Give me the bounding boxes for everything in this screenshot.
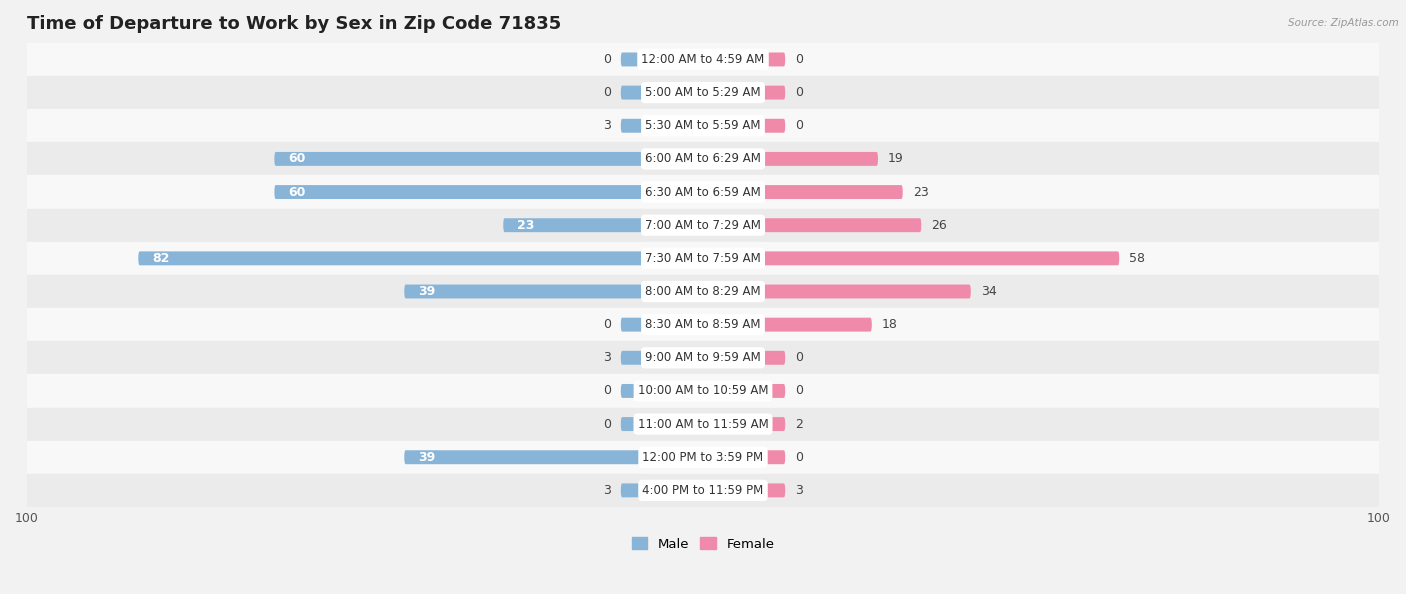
Bar	[27, 242, 1379, 275]
Bar	[27, 275, 1379, 308]
FancyBboxPatch shape	[761, 218, 921, 232]
Text: Time of Departure to Work by Sex in Zip Code 71835: Time of Departure to Work by Sex in Zip …	[27, 15, 561, 33]
FancyBboxPatch shape	[503, 218, 645, 232]
Text: 0: 0	[603, 384, 610, 397]
FancyBboxPatch shape	[761, 185, 903, 199]
Bar	[27, 109, 1379, 143]
Legend: Male, Female: Male, Female	[626, 532, 780, 556]
Text: 11:00 AM to 11:59 AM: 11:00 AM to 11:59 AM	[638, 418, 768, 431]
FancyBboxPatch shape	[405, 285, 645, 298]
FancyBboxPatch shape	[274, 185, 645, 199]
Text: 3: 3	[603, 119, 610, 132]
Bar	[27, 374, 1379, 407]
Text: 6:00 AM to 6:29 AM: 6:00 AM to 6:29 AM	[645, 153, 761, 165]
FancyBboxPatch shape	[138, 251, 645, 266]
Text: 7:30 AM to 7:59 AM: 7:30 AM to 7:59 AM	[645, 252, 761, 265]
Bar	[27, 474, 1379, 507]
Text: 3: 3	[796, 484, 803, 497]
Text: 0: 0	[796, 86, 803, 99]
Bar	[27, 407, 1379, 441]
Text: 58: 58	[1129, 252, 1146, 265]
Text: 7:00 AM to 7:29 AM: 7:00 AM to 7:29 AM	[645, 219, 761, 232]
FancyBboxPatch shape	[761, 417, 785, 431]
FancyBboxPatch shape	[761, 152, 877, 166]
Text: 8:30 AM to 8:59 AM: 8:30 AM to 8:59 AM	[645, 318, 761, 331]
FancyBboxPatch shape	[621, 417, 645, 431]
FancyBboxPatch shape	[761, 285, 970, 298]
Bar	[27, 76, 1379, 109]
Text: 39: 39	[418, 451, 434, 464]
Bar	[27, 341, 1379, 374]
Bar	[27, 441, 1379, 474]
FancyBboxPatch shape	[761, 119, 785, 132]
Text: 12:00 AM to 4:59 AM: 12:00 AM to 4:59 AM	[641, 53, 765, 66]
Bar	[27, 308, 1379, 341]
Text: 60: 60	[288, 153, 305, 165]
FancyBboxPatch shape	[761, 318, 872, 331]
Text: Source: ZipAtlas.com: Source: ZipAtlas.com	[1288, 18, 1399, 28]
Text: 0: 0	[796, 351, 803, 364]
Text: 12:00 PM to 3:59 PM: 12:00 PM to 3:59 PM	[643, 451, 763, 464]
Text: 3: 3	[603, 351, 610, 364]
Text: 4:00 PM to 11:59 PM: 4:00 PM to 11:59 PM	[643, 484, 763, 497]
Text: 0: 0	[796, 119, 803, 132]
Text: 10:00 AM to 10:59 AM: 10:00 AM to 10:59 AM	[638, 384, 768, 397]
Text: 19: 19	[889, 153, 904, 165]
FancyBboxPatch shape	[761, 52, 785, 67]
Text: 0: 0	[603, 418, 610, 431]
Text: 0: 0	[603, 53, 610, 66]
Text: 0: 0	[796, 53, 803, 66]
Text: 5:00 AM to 5:29 AM: 5:00 AM to 5:29 AM	[645, 86, 761, 99]
FancyBboxPatch shape	[621, 351, 645, 365]
Text: 39: 39	[418, 285, 434, 298]
Text: 82: 82	[152, 252, 169, 265]
Text: 5:30 AM to 5:59 AM: 5:30 AM to 5:59 AM	[645, 119, 761, 132]
Text: 60: 60	[288, 185, 305, 198]
FancyBboxPatch shape	[761, 450, 785, 464]
FancyBboxPatch shape	[621, 119, 645, 132]
Bar	[27, 143, 1379, 175]
Text: 6:30 AM to 6:59 AM: 6:30 AM to 6:59 AM	[645, 185, 761, 198]
FancyBboxPatch shape	[761, 484, 785, 497]
Text: 18: 18	[882, 318, 898, 331]
FancyBboxPatch shape	[761, 384, 785, 398]
FancyBboxPatch shape	[405, 450, 645, 464]
Text: 8:00 AM to 8:29 AM: 8:00 AM to 8:29 AM	[645, 285, 761, 298]
Text: 0: 0	[603, 86, 610, 99]
Bar	[27, 43, 1379, 76]
Text: 3: 3	[603, 484, 610, 497]
Text: 2: 2	[796, 418, 803, 431]
Bar	[27, 175, 1379, 208]
Text: 23: 23	[912, 185, 928, 198]
FancyBboxPatch shape	[621, 52, 645, 67]
FancyBboxPatch shape	[761, 86, 785, 100]
Text: 26: 26	[931, 219, 948, 232]
FancyBboxPatch shape	[621, 484, 645, 497]
FancyBboxPatch shape	[274, 152, 645, 166]
Text: 23: 23	[517, 219, 534, 232]
FancyBboxPatch shape	[761, 351, 785, 365]
FancyBboxPatch shape	[761, 251, 1119, 266]
Bar	[27, 208, 1379, 242]
Text: 0: 0	[603, 318, 610, 331]
FancyBboxPatch shape	[621, 318, 645, 331]
Text: 34: 34	[981, 285, 997, 298]
Text: 9:00 AM to 9:59 AM: 9:00 AM to 9:59 AM	[645, 351, 761, 364]
Text: 0: 0	[796, 384, 803, 397]
Text: 0: 0	[796, 451, 803, 464]
FancyBboxPatch shape	[621, 86, 645, 100]
FancyBboxPatch shape	[621, 384, 645, 398]
